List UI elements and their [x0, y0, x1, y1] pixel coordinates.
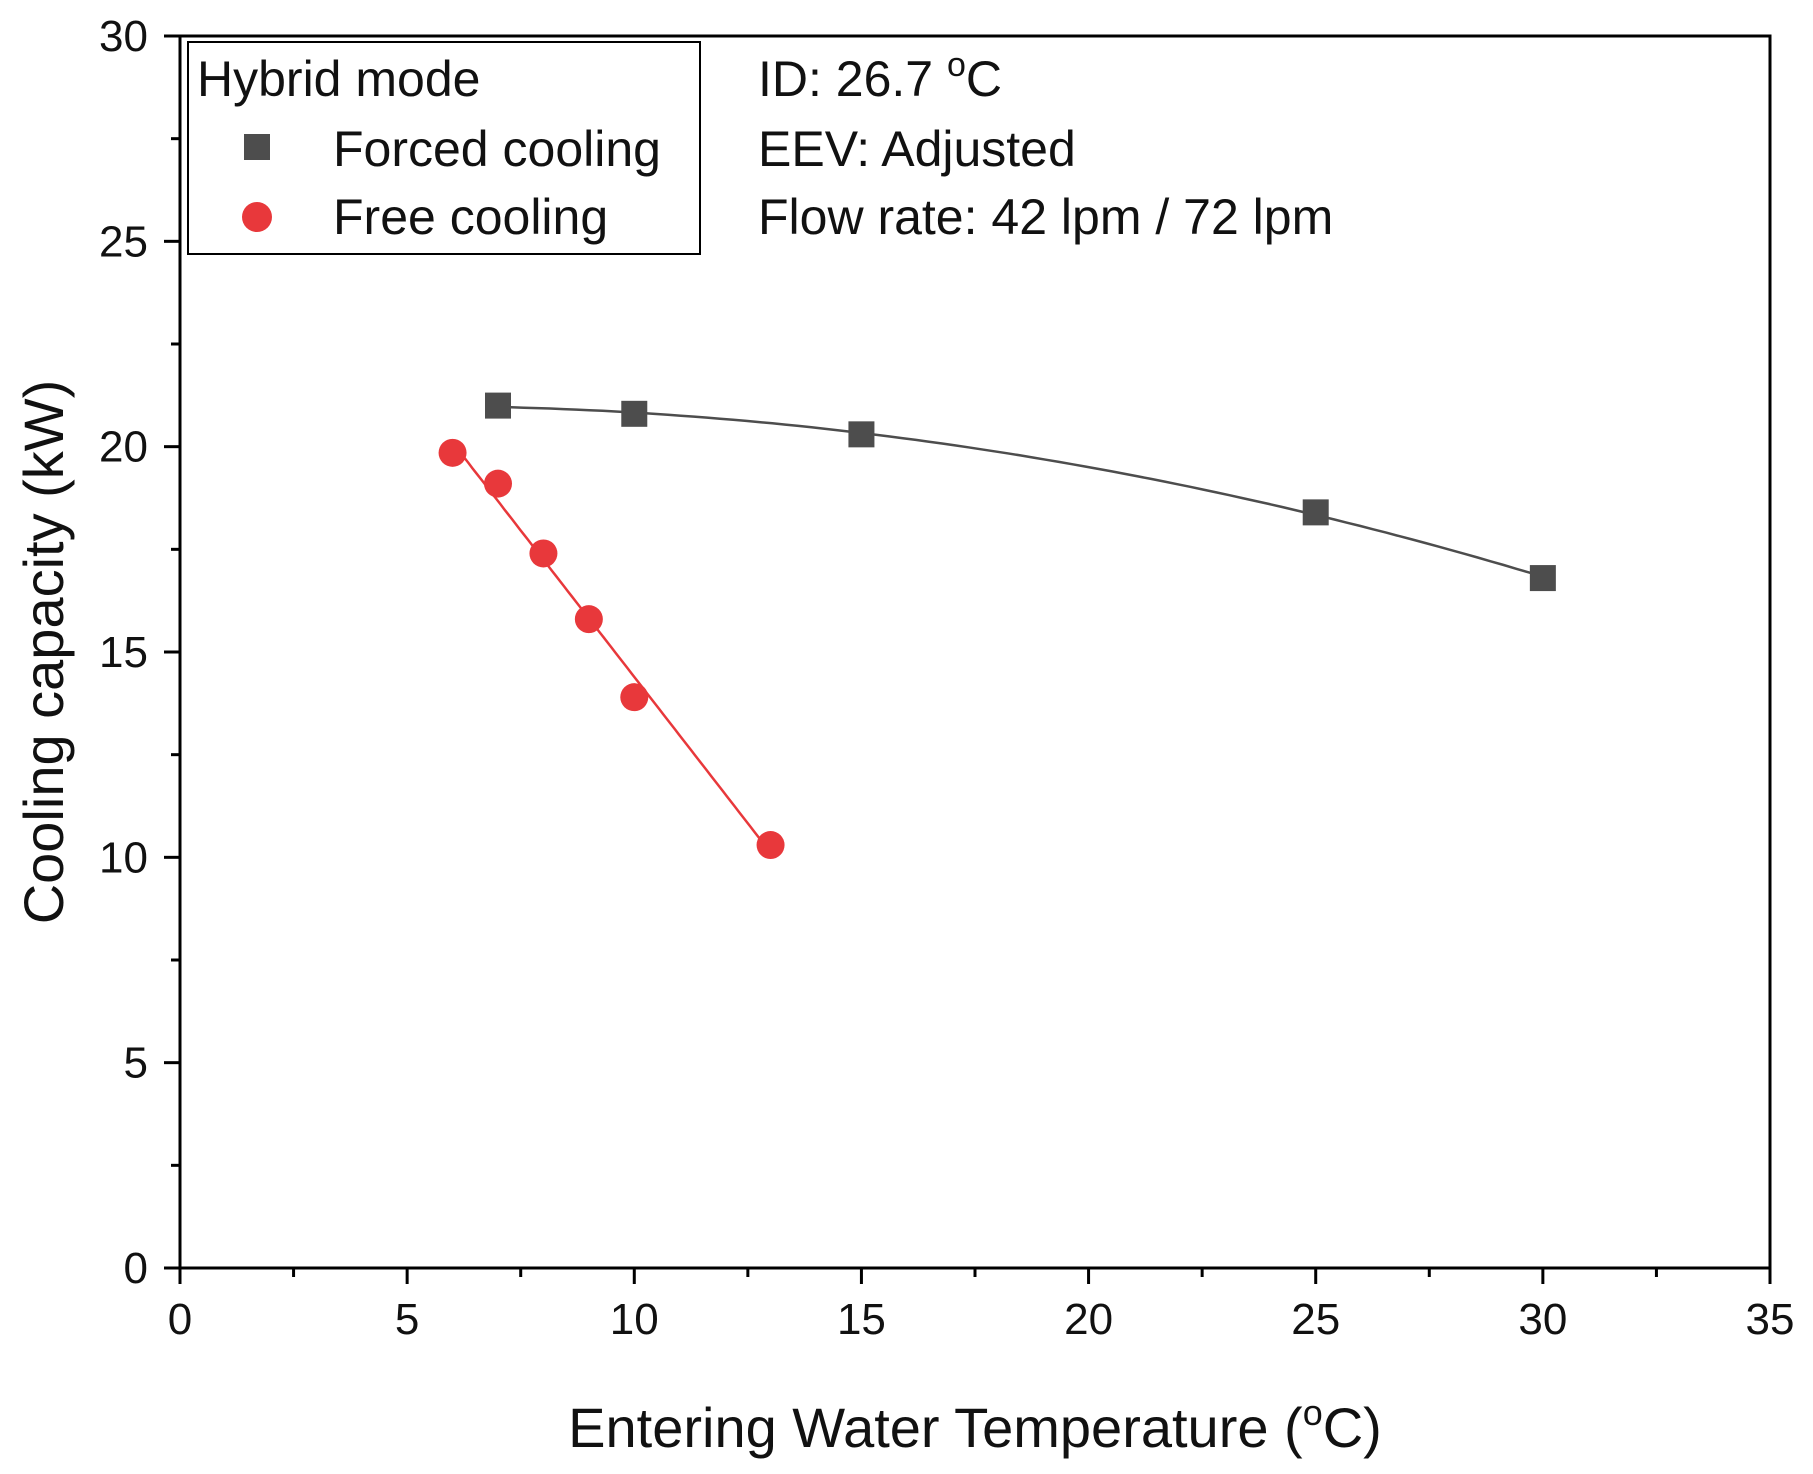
y-tick-label: 5 [124, 1039, 148, 1088]
x-axis-title-superscript: o [1303, 1392, 1323, 1433]
x-axis-title: Entering Water Temperature (oC) [568, 1392, 1382, 1459]
fit-line-forced-cooling [497, 405, 1544, 578]
x-tick-label: 10 [610, 1295, 659, 1344]
annotation-id-superscript: o [947, 46, 966, 84]
x-tick-label: 35 [1746, 1295, 1795, 1344]
annotation-eev: EEV: Adjusted [758, 121, 1076, 177]
y-tick-label: 25 [99, 217, 148, 266]
annotation-id-tail: C [966, 51, 1002, 107]
legend-label-free-cooling: Free cooling [333, 189, 608, 245]
x-axis: 0 5 10 15 20 25 30 35 [168, 1268, 1795, 1344]
x-tick-label: 15 [837, 1295, 886, 1344]
legend-label-forced-cooling: Forced cooling [333, 121, 661, 177]
forced-cooling-point [1529, 565, 1556, 592]
forced-cooling-point [485, 392, 511, 419]
y-tick-label: 0 [124, 1244, 148, 1293]
x-tick-label: 20 [1064, 1295, 1113, 1344]
legend: Hybrid mode Forced cooling Free cooling [187, 41, 701, 255]
legend-title: Hybrid mode [197, 51, 480, 107]
y-tick-label: 30 [99, 12, 148, 61]
x-tick-label: 30 [1518, 1295, 1567, 1344]
free-cooling-point [484, 469, 512, 498]
free-cooling-point [438, 438, 467, 467]
annotation-block: ID: 26.7 oC EEV: Adjusted Flow rate: 42 … [758, 46, 1333, 245]
annotation-id: ID: 26.7 oC [758, 46, 1002, 107]
free-cooling-point [529, 539, 558, 568]
x-tick-label: 5 [395, 1295, 419, 1344]
forced-cooling-point [848, 421, 875, 448]
x-axis-title-tail: C) [1323, 1396, 1382, 1459]
fit-lines [451, 405, 1544, 854]
forced-cooling-point [1302, 499, 1329, 526]
y-axis: 0 5 10 15 20 25 30 [99, 12, 180, 1293]
annotation-flow-rate: Flow rate: 42 lpm / 72 lpm [758, 189, 1333, 245]
free-cooling-point [756, 831, 785, 860]
free-cooling-point [574, 605, 603, 634]
fit-line-free-cooling [451, 441, 772, 854]
legend-marker-free-cooling [242, 202, 272, 232]
y-tick-label: 10 [99, 833, 148, 882]
y-axis-title: Cooling capacity (kW) [12, 380, 75, 925]
legend-marker-forced-cooling [244, 134, 270, 160]
free-cooling-point [620, 683, 649, 712]
forced-cooling-point [621, 400, 648, 427]
y-tick-label: 20 [99, 423, 148, 472]
data-markers [438, 392, 1556, 860]
legend-box [187, 41, 701, 255]
y-tick-label: 15 [99, 628, 148, 677]
x-tick-label: 25 [1291, 1295, 1340, 1344]
x-tick-label: 0 [168, 1295, 192, 1344]
